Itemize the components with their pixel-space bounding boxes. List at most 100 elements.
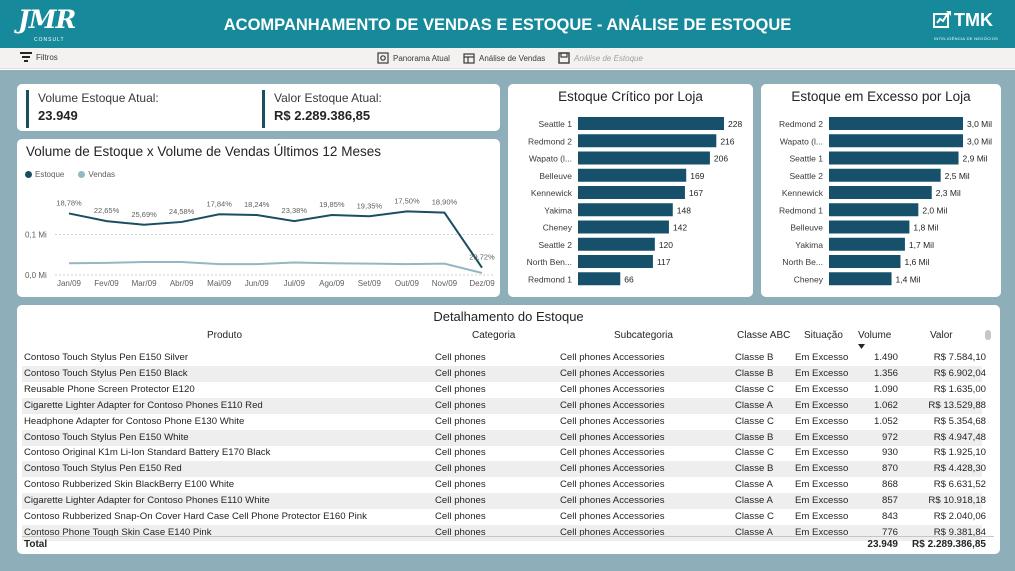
column-header-classe-abc[interactable]: Classe ABC — [737, 330, 791, 341]
series-line-estoque[interactable] — [68, 210, 483, 269]
logo-right-sub: INTELIGÊNCIA DE NEGÓCIOS — [934, 36, 999, 41]
bar[interactable] — [578, 117, 724, 130]
cell-situacao: Em Excesso — [795, 352, 849, 363]
data-label: 18,90% — [432, 198, 458, 207]
bar-category-label: Seattle 1 — [789, 154, 823, 164]
cell-situacao: Em Excesso — [795, 431, 849, 443]
table-row[interactable]: Contoso Rubberized Snap-On Cover Hard Ca… — [22, 509, 986, 525]
cell-situacao: Em Excesso — [795, 526, 849, 538]
bar[interactable] — [829, 237, 905, 251]
bar[interactable] — [829, 255, 901, 268]
kpi-valor-value: R$ 2.289.386,85 — [274, 108, 371, 123]
data-label: 25,69% — [131, 210, 157, 219]
bar-category-label: Yakima — [544, 205, 572, 215]
data-label: 19,85% — [319, 200, 345, 209]
x-tick-label: Out/09 — [395, 279, 420, 288]
bar[interactable] — [578, 237, 655, 251]
excess-stock-card[interactable]: Estoque em Excesso por Loja Redmond 2 3,0… — [761, 84, 1001, 297]
stock-detail-table[interactable]: Detalhamento do Estoque Produto Categori… — [17, 305, 1000, 554]
table-row[interactable]: Contoso Rubberized Skin BlackBerry E100 … — [22, 477, 986, 493]
table-row[interactable]: Cigarette Lighter Adapter for Contoso Ph… — [22, 493, 986, 510]
bar[interactable] — [578, 186, 685, 199]
tmk-logo-icon — [933, 11, 951, 28]
nav-analise-estoque[interactable]: Análise de Estoque — [558, 52, 643, 64]
column-header-volume[interactable]: Volume — [858, 330, 892, 341]
table-row[interactable]: Contoso Original K1m Li-Ion Standard Bat… — [22, 445, 986, 461]
bar[interactable] — [578, 272, 621, 286]
table-row[interactable]: Contoso Touch Stylus Pen E150 White Cell … — [22, 429, 986, 446]
cell-valor: R$ 13.529,88 — [928, 399, 986, 411]
bar-category-label: Seattle 2 — [538, 240, 572, 250]
cell-valor: R$ 10.918,18 — [928, 495, 986, 507]
cell-classe: Classe B — [735, 352, 774, 363]
tmk-logo: TMK INTELIGÊNCIA DE NEGÓCIOS — [932, 8, 1002, 42]
stock-icon — [558, 52, 570, 64]
total-label: Total — [24, 539, 48, 550]
column-header-valor[interactable]: Valor — [930, 330, 953, 341]
cell-subcategoria: Cell phones Accessories — [560, 479, 665, 491]
filters-button[interactable]: Filtros — [20, 52, 58, 62]
total-valor: R$ 2.289.386,85 — [912, 539, 986, 550]
data-label: 19,35% — [357, 201, 383, 210]
column-header-situacao[interactable]: Situação — [804, 330, 843, 341]
bar[interactable] — [829, 117, 963, 130]
sort-descending-icon[interactable] — [858, 344, 865, 349]
bar[interactable] — [578, 255, 653, 268]
cell-categoria: Cell phones — [435, 431, 486, 443]
cell-classe: Classe A — [735, 526, 773, 538]
bar-category-label: North Ben... — [527, 257, 572, 267]
x-tick-label: Nov/09 — [432, 279, 458, 288]
x-tick-label: Set/09 — [358, 279, 382, 288]
cell-subcategoria: Cell phones Accessories — [560, 399, 665, 411]
bar[interactable] — [829, 272, 892, 286]
cell-volume: 930 — [881, 447, 898, 459]
cell-volume: 870 — [881, 463, 898, 475]
cell-subcategoria: Cell phones Accessories — [560, 447, 665, 459]
column-header-produto[interactable]: Produto — [207, 330, 243, 341]
table-row[interactable]: Contoso Touch Stylus Pen E150 Silver Cell… — [22, 350, 986, 366]
bar[interactable] — [578, 220, 669, 234]
cell-valor: R$ 9.381,84 — [933, 526, 986, 538]
bar[interactable] — [829, 186, 932, 199]
series-line-vendas[interactable] — [68, 261, 483, 274]
jmr-logo: JMR CONSULT — [18, 6, 80, 44]
table-total-row: Total 23.949 R$ 2.289.386,85 — [22, 536, 994, 554]
bar[interactable] — [578, 134, 717, 148]
bar[interactable] — [829, 220, 910, 234]
table-row[interactable]: Cigarette Lighter Adapter for Contoso Ph… — [22, 397, 986, 414]
cell-produto: Contoso Touch Stylus Pen E150 Black — [24, 367, 188, 379]
legend-item-vendas[interactable]: Vendas — [78, 170, 115, 179]
bar[interactable] — [578, 168, 687, 182]
legend-item-estoque[interactable]: Estoque — [25, 170, 64, 179]
kpi-volume-estoque: Volume Estoque Atual: 23.949 — [26, 90, 251, 128]
table-row[interactable]: Contoso Touch Stylus Pen E150 Red Cell ph… — [22, 461, 986, 478]
bar[interactable] — [829, 168, 941, 182]
table-row[interactable]: Headphone Adapter for Contoso Phone E130… — [22, 414, 986, 430]
x-tick-label: Jan/09 — [57, 279, 82, 288]
cell-categoria: Cell phones — [435, 399, 486, 411]
table-row[interactable]: Contoso Touch Stylus Pen E150 Black Cell … — [22, 365, 986, 382]
bar-category-label: Kennewick — [531, 188, 573, 198]
nav-analise-vendas[interactable]: Análise de Vendas — [463, 52, 545, 64]
cell-volume: 1.356 — [873, 367, 898, 379]
cell-volume: 776 — [881, 526, 898, 538]
x-tick-label: Mar/09 — [132, 279, 157, 288]
bar[interactable] — [829, 151, 959, 165]
table-scrollbar[interactable] — [985, 330, 991, 340]
critical-stock-card[interactable]: Estoque Crítico por Loja Seattle 1 228 Red… — [508, 84, 753, 297]
column-header-categoria[interactable]: Categoria — [472, 330, 516, 341]
bar[interactable] — [829, 134, 963, 148]
bar[interactable] — [829, 203, 919, 217]
table-row[interactable]: Reusable Phone Screen Protector E120 Cell… — [22, 382, 986, 398]
cell-situacao: Em Excesso — [795, 479, 849, 491]
nav-panorama-atual[interactable]: Panorama Atual — [377, 52, 450, 64]
bar-category-label: Redmond 2 — [528, 136, 572, 146]
bar[interactable] — [578, 203, 673, 217]
line-chart-card[interactable]: Volume de Estoque x Volume de Vendas Últ… — [17, 139, 500, 297]
column-header-subcategoria[interactable]: Subcategoria — [614, 330, 673, 341]
bar[interactable] — [578, 151, 710, 165]
cell-subcategoria: Cell phones Accessories — [560, 431, 665, 443]
bar-value-label: 228 — [728, 119, 742, 129]
data-label: 17,84% — [206, 199, 232, 208]
kpi-volume-label: Volume Estoque Atual: — [38, 91, 159, 105]
